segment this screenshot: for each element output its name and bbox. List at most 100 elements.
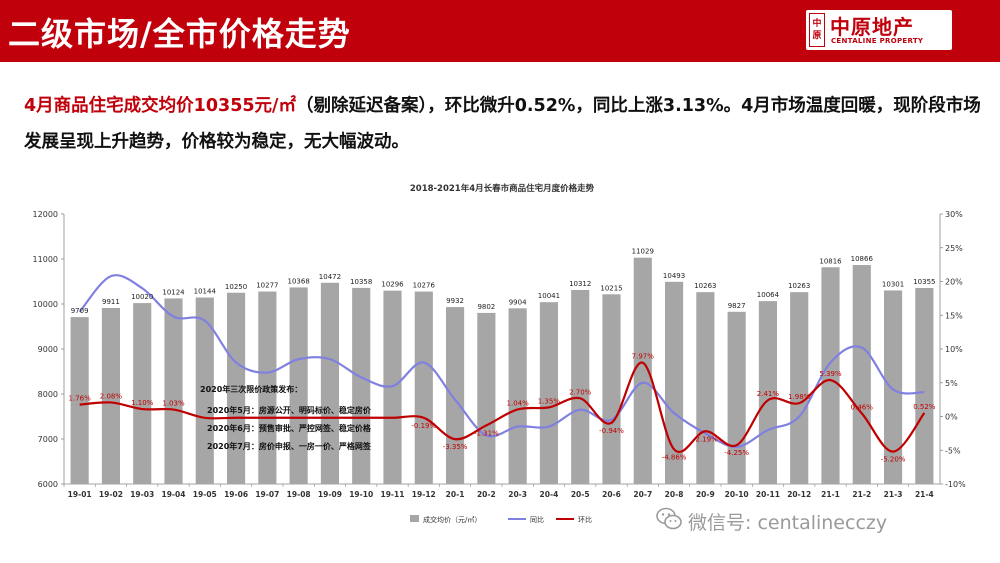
mom-value-label: -2.19% — [693, 435, 718, 443]
price-bar — [289, 287, 308, 484]
y-right-tick-label: 25% — [945, 244, 963, 253]
mom-value-label: 1.10% — [131, 399, 154, 407]
bar-value-label: 10866 — [851, 255, 874, 263]
mom-value-label: 1.35% — [538, 397, 561, 405]
y-left-tick-label: 6000 — [38, 480, 58, 489]
bar-value-label: 10276 — [413, 282, 436, 290]
price-bar — [602, 294, 621, 484]
yoy-line — [78, 274, 925, 448]
summary-rest: （剔除延迟备案），环比微升0.52%，同比上涨3.13%。4月市场温度回暖，现阶… — [24, 96, 981, 152]
mom-value-label: 1.03% — [162, 400, 185, 408]
centaline-logo: 中原 中原地产 CENTALINE PROPERTY — [806, 10, 952, 50]
bar-value-label: 10041 — [538, 292, 560, 300]
x-tick-label: 19-11 — [381, 490, 405, 499]
bar-value-label: 10296 — [381, 281, 404, 289]
legend-swatch-price — [410, 515, 419, 522]
x-tick-label: 20-11 — [756, 490, 780, 499]
bar-value-label: 10472 — [319, 273, 341, 281]
price-bar — [727, 311, 746, 484]
x-tick-label: 19-02 — [99, 490, 123, 499]
x-tick-label: 21-2 — [852, 490, 871, 499]
y-right-tick-label: 0% — [945, 413, 958, 422]
bar-value-label: 10020 — [131, 293, 153, 301]
chart-title: 2018-2021年4月长春市商品住宅月度价格走势 — [410, 183, 595, 194]
price-bar — [852, 265, 871, 484]
summary-text: 4月商品住宅成交均价10355元/㎡（剔除延迟备案），环比微升0.52%，同比上… — [24, 88, 984, 160]
price-bar — [508, 308, 527, 484]
price-bar — [539, 302, 559, 484]
bar-value-label: 10358 — [350, 278, 372, 286]
mom-value-label: 2.41% — [757, 390, 780, 398]
mom-value-label: 1.76% — [69, 395, 92, 403]
y-left-tick-label: 7000 — [38, 435, 58, 444]
mom-line — [79, 361, 926, 453]
mom-value-label: 7.97% — [632, 353, 655, 361]
bar-value-label: 10263 — [788, 282, 810, 290]
x-tick-label: 19-09 — [318, 490, 342, 499]
logo-name-cn: 中原地产 — [830, 15, 914, 39]
x-tick-label: 20-10 — [725, 490, 749, 499]
x-tick-label: 19-10 — [349, 490, 373, 499]
price-bar — [790, 292, 809, 484]
price-bar — [70, 317, 89, 484]
policy-annotation-line: 2020年6月：预售审批、严控网签、稳定价格 — [207, 423, 372, 433]
bar-value-label: 10215 — [600, 284, 622, 292]
price-bar — [101, 308, 121, 484]
mom-value-label: 0.46% — [851, 403, 874, 411]
price-bar — [445, 307, 465, 484]
x-tick-label: 19-05 — [193, 490, 217, 499]
price-bar — [477, 312, 496, 484]
y-right-tick-label: 15% — [945, 311, 963, 320]
price-bar — [696, 292, 715, 484]
bar-value-label: 10250 — [225, 283, 247, 291]
price-bar — [226, 292, 246, 484]
price-bar — [664, 281, 684, 484]
price-bar — [258, 291, 277, 484]
y-left-tick-label: 12000 — [33, 210, 58, 219]
y-right-tick-label: 30% — [945, 210, 963, 219]
price-bar — [352, 287, 371, 484]
bar-value-label: 9911 — [102, 298, 120, 306]
y-left-tick-label: 8000 — [38, 390, 58, 399]
x-tick-label: 20-5 — [571, 490, 590, 499]
bar-value-label: 10301 — [882, 280, 904, 288]
bar-value-label: 9709 — [71, 307, 89, 315]
price-bar — [414, 291, 433, 484]
mom-value-label: -4.25% — [724, 449, 749, 457]
price-bar — [133, 303, 152, 484]
x-tick-label: 21-3 — [884, 490, 903, 499]
y-right-tick-label: -10% — [945, 480, 966, 489]
logo-name-en: CENTALINE PROPERTY — [831, 37, 924, 45]
x-tick-label: 19-06 — [224, 490, 248, 499]
bar-value-label: 9802 — [477, 303, 495, 311]
x-tick-label: 19-03 — [130, 490, 154, 499]
x-tick-label: 19-04 — [162, 490, 186, 499]
bar-value-label: 10493 — [663, 272, 685, 280]
legend-label-mom: 环比 — [578, 515, 592, 524]
bar-value-label: 9827 — [728, 302, 746, 310]
x-tick-label: 20-12 — [787, 490, 811, 499]
y-right-tick-label: 5% — [945, 379, 958, 388]
mom-value-label: -0.94% — [599, 427, 624, 435]
bar-value-label: 10064 — [757, 291, 780, 299]
logo-seal-icon: 中原 — [809, 13, 825, 47]
mom-value-label: 5.39% — [819, 370, 842, 378]
x-tick-label: 20-6 — [602, 490, 621, 499]
x-tick-label: 19-01 — [68, 490, 92, 499]
mom-value-label: -5.20% — [881, 456, 906, 464]
bar-value-label: 10124 — [162, 288, 185, 296]
wechat-watermark: 微信号: centalinecczy — [688, 512, 888, 534]
price-bar — [883, 290, 903, 484]
wechat-icon — [656, 507, 682, 530]
mom-value-label: -3.35% — [443, 443, 468, 451]
y-right-tick-label: -5% — [945, 446, 961, 455]
legend-label-yoy: 同比 — [530, 515, 544, 524]
bar-value-label: 10355 — [913, 278, 935, 286]
price-bar — [195, 297, 214, 484]
x-tick-label: 20-4 — [540, 490, 559, 499]
price-bar — [633, 257, 652, 484]
policy-annotation-line: 2020年7月：房价申报、一房一价、严格网签 — [207, 441, 372, 451]
bar-value-label: 11029 — [632, 248, 654, 256]
